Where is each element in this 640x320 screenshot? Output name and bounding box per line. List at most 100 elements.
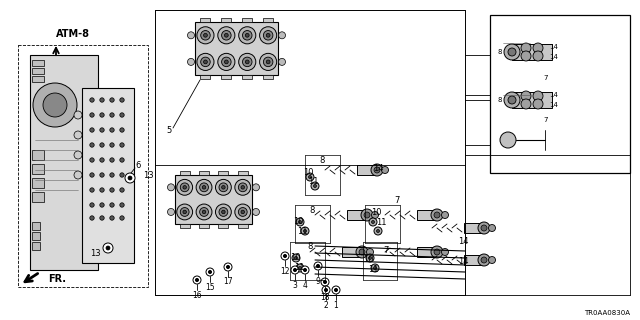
Circle shape bbox=[281, 252, 289, 260]
Text: 7: 7 bbox=[394, 196, 400, 204]
Circle shape bbox=[74, 151, 82, 159]
Circle shape bbox=[218, 27, 235, 44]
Text: 8: 8 bbox=[498, 49, 502, 55]
Circle shape bbox=[180, 183, 189, 192]
Text: 17: 17 bbox=[223, 277, 233, 286]
Text: 1: 1 bbox=[333, 300, 339, 309]
Text: 13: 13 bbox=[143, 171, 154, 180]
Bar bbox=[243, 18, 252, 22]
Circle shape bbox=[177, 204, 193, 220]
Text: 14: 14 bbox=[372, 164, 383, 172]
Circle shape bbox=[278, 32, 285, 39]
Bar bbox=[180, 224, 189, 228]
Circle shape bbox=[100, 113, 104, 117]
Circle shape bbox=[100, 173, 104, 177]
Circle shape bbox=[90, 143, 94, 147]
Circle shape bbox=[90, 98, 94, 102]
Bar bbox=[512, 44, 552, 60]
Circle shape bbox=[371, 164, 383, 176]
Circle shape bbox=[239, 53, 256, 70]
Circle shape bbox=[308, 175, 312, 179]
Circle shape bbox=[504, 92, 520, 108]
Circle shape bbox=[221, 210, 225, 214]
Circle shape bbox=[371, 220, 374, 223]
Circle shape bbox=[481, 225, 487, 231]
Circle shape bbox=[317, 265, 319, 268]
Bar bbox=[263, 18, 273, 22]
Text: 8: 8 bbox=[319, 156, 324, 164]
Circle shape bbox=[201, 30, 210, 40]
Text: 15: 15 bbox=[205, 283, 215, 292]
Bar bbox=[30, 55, 98, 270]
Text: 14: 14 bbox=[550, 92, 559, 98]
Circle shape bbox=[225, 60, 228, 64]
Bar bbox=[180, 171, 189, 175]
Bar bbox=[200, 75, 211, 79]
Bar bbox=[18, 45, 148, 287]
Bar bbox=[32, 76, 44, 82]
Circle shape bbox=[128, 176, 132, 180]
Circle shape bbox=[183, 210, 186, 214]
Circle shape bbox=[100, 98, 104, 102]
Circle shape bbox=[533, 51, 543, 61]
Text: 9: 9 bbox=[316, 276, 321, 285]
Bar bbox=[199, 224, 209, 228]
Circle shape bbox=[225, 33, 228, 37]
Circle shape bbox=[110, 188, 114, 192]
Circle shape bbox=[120, 203, 124, 207]
Circle shape bbox=[306, 173, 314, 181]
Circle shape bbox=[125, 173, 135, 183]
Circle shape bbox=[260, 27, 276, 44]
Circle shape bbox=[74, 131, 82, 139]
Circle shape bbox=[74, 171, 82, 179]
Text: FR.: FR. bbox=[48, 274, 66, 284]
Text: TR0AA0830A: TR0AA0830A bbox=[584, 310, 630, 316]
Circle shape bbox=[381, 166, 388, 173]
Circle shape bbox=[253, 208, 259, 215]
Bar bbox=[357, 165, 377, 175]
Bar bbox=[417, 210, 437, 220]
Circle shape bbox=[500, 132, 516, 148]
Circle shape bbox=[245, 60, 249, 64]
Circle shape bbox=[245, 33, 249, 37]
Text: 7: 7 bbox=[544, 75, 548, 81]
Circle shape bbox=[284, 254, 287, 258]
Text: ATM-8: ATM-8 bbox=[56, 29, 90, 39]
Circle shape bbox=[238, 183, 247, 192]
Circle shape bbox=[292, 254, 300, 262]
Circle shape bbox=[442, 249, 449, 255]
Circle shape bbox=[298, 220, 301, 223]
Circle shape bbox=[110, 143, 114, 147]
Bar bbox=[238, 171, 248, 175]
Circle shape bbox=[369, 257, 371, 260]
Circle shape bbox=[364, 212, 370, 218]
Text: 13: 13 bbox=[90, 250, 100, 259]
Text: 3: 3 bbox=[292, 281, 298, 290]
Text: 11: 11 bbox=[294, 262, 304, 271]
Circle shape bbox=[241, 210, 244, 214]
Bar bbox=[32, 222, 40, 230]
Circle shape bbox=[322, 286, 330, 294]
Circle shape bbox=[90, 188, 94, 192]
Circle shape bbox=[219, 183, 228, 192]
Circle shape bbox=[374, 227, 382, 235]
Bar bbox=[218, 224, 228, 228]
Circle shape bbox=[204, 33, 207, 37]
Text: 10: 10 bbox=[292, 217, 303, 226]
Circle shape bbox=[209, 270, 211, 274]
Text: 11: 11 bbox=[376, 218, 387, 227]
Circle shape bbox=[110, 98, 114, 102]
Circle shape bbox=[90, 113, 94, 117]
Bar bbox=[32, 192, 44, 202]
Circle shape bbox=[100, 203, 104, 207]
Bar bbox=[32, 242, 40, 250]
Text: 11: 11 bbox=[297, 227, 307, 236]
Text: 4: 4 bbox=[303, 281, 307, 290]
Text: 10: 10 bbox=[371, 207, 381, 217]
Circle shape bbox=[188, 32, 195, 39]
Circle shape bbox=[43, 93, 67, 117]
Circle shape bbox=[216, 204, 231, 220]
Circle shape bbox=[521, 99, 531, 109]
Circle shape bbox=[488, 225, 495, 231]
Circle shape bbox=[481, 257, 487, 263]
